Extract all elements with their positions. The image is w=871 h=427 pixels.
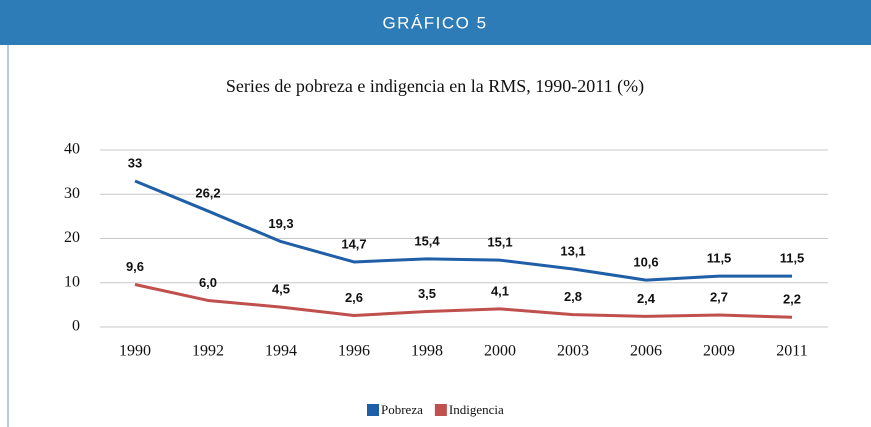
data-label: 11,5 (780, 251, 805, 266)
y-tick-label: 40 (64, 141, 80, 158)
x-tick-label: 2003 (557, 343, 589, 360)
data-label: 15,1 (487, 235, 512, 250)
line-series (134, 179, 792, 282)
legend-label: Pobreza (381, 402, 423, 417)
x-tick-label: 2006 (630, 343, 662, 360)
data-label: 14,7 (341, 236, 366, 251)
data-label: 2,4 (637, 291, 656, 306)
x-tick-label: 2011 (776, 343, 807, 360)
x-tick-label: 1996 (338, 343, 370, 360)
data-label: 15,4 (414, 233, 440, 248)
data-label: 9,6 (126, 259, 144, 274)
header-title: GRÁFICO 5 (382, 13, 487, 32)
data-label: 4,1 (491, 283, 509, 298)
data-label: 19,3 (268, 216, 293, 231)
data-label: 10,6 (633, 255, 658, 270)
y-tick-label: 0 (72, 318, 80, 335)
data-label: 2,7 (710, 289, 728, 304)
legend-label: Indigencia (449, 402, 504, 417)
legend-swatch (434, 404, 447, 416)
header-band (0, 0, 871, 45)
data-label: 26,2 (195, 186, 220, 201)
x-tick-label: 2009 (703, 343, 735, 360)
data-label: 33 (128, 155, 142, 170)
data-label: 2,2 (783, 292, 801, 307)
x-tick-label: 1998 (411, 343, 443, 360)
x-tick-label: 2000 (484, 343, 516, 360)
x-tick-label: 1994 (265, 343, 297, 360)
data-label: 2,8 (564, 289, 582, 304)
y-tick-label: 30 (64, 185, 80, 202)
x-tick-label: 1992 (192, 343, 224, 360)
data-label: 6,0 (199, 275, 217, 290)
data-label: 13,1 (560, 243, 585, 258)
line-series (134, 283, 793, 319)
data-label: 4,5 (272, 282, 290, 297)
data-label: 11,5 (707, 251, 732, 266)
data-label: 2,6 (345, 290, 363, 305)
y-tick-label: 20 (64, 229, 80, 246)
y-tick-label: 10 (64, 273, 80, 290)
data-label: 3,5 (418, 286, 436, 301)
chart-title: Series de pobreza e indigencia en la RMS… (226, 76, 644, 97)
x-tick-label: 1990 (119, 343, 151, 360)
legend-swatch (367, 404, 379, 416)
